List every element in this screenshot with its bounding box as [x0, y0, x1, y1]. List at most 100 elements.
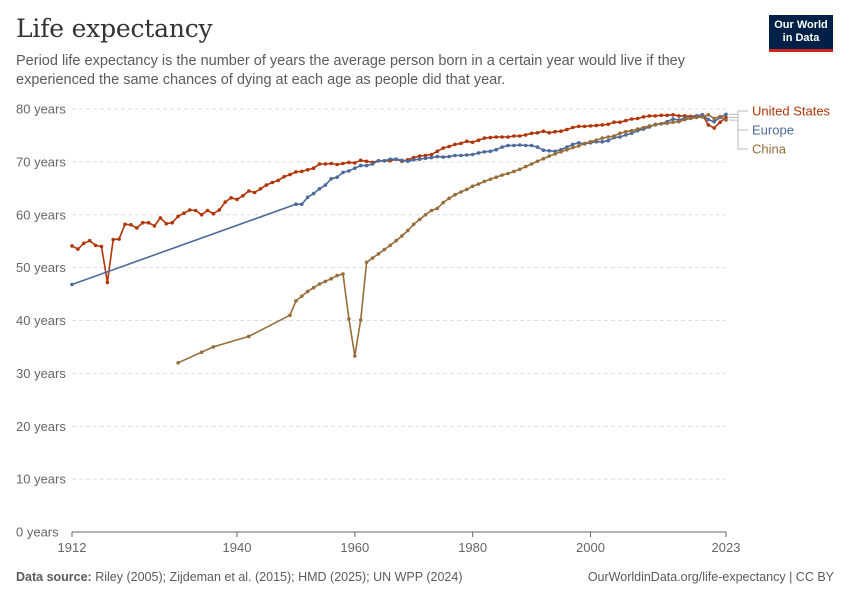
data-point — [99, 244, 104, 249]
data-point — [541, 148, 546, 152]
legend-label: Europe — [752, 123, 794, 138]
data-point — [629, 128, 634, 133]
data-point — [488, 177, 493, 182]
data-point — [417, 217, 422, 222]
data-point — [311, 285, 316, 290]
data-point — [671, 117, 675, 121]
data-point — [506, 171, 510, 176]
data-point — [429, 152, 434, 157]
data-point — [211, 211, 216, 216]
data-point — [641, 125, 646, 130]
data-point — [647, 114, 652, 118]
data-point — [317, 282, 322, 286]
data-point — [294, 170, 298, 174]
data-point — [111, 237, 115, 242]
data-point — [724, 115, 728, 120]
data-point — [541, 129, 546, 133]
data-point — [600, 136, 605, 140]
data-point — [588, 124, 593, 128]
data-point — [441, 155, 446, 159]
data-point — [512, 143, 516, 148]
source-link[interactable]: OurWorldinData.org/life-expectancy | CC … — [587, 570, 834, 584]
data-point — [117, 237, 121, 241]
data-point — [347, 169, 351, 173]
series-line — [71, 114, 727, 284]
data-point — [571, 145, 575, 150]
data-point — [612, 134, 616, 138]
data-point — [241, 193, 245, 198]
data-point — [406, 228, 410, 233]
data-point — [482, 136, 487, 140]
data-point — [500, 135, 504, 139]
data-point — [176, 361, 180, 365]
legend-label: China — [752, 142, 787, 157]
data-point — [382, 159, 387, 163]
data-point — [411, 222, 416, 227]
data-point — [465, 153, 469, 157]
data-point — [182, 211, 186, 215]
owid-logo[interactable]: Our World in Data — [769, 15, 833, 52]
data-point — [518, 143, 522, 147]
data-point — [353, 354, 357, 358]
y-tick-label: 40 years — [16, 313, 66, 328]
data-point — [423, 156, 428, 160]
data-point — [411, 158, 416, 162]
data-point — [506, 143, 510, 148]
data-point — [606, 122, 610, 127]
x-tick-label: 1912 — [58, 540, 87, 555]
data-point — [476, 182, 481, 186]
data-point — [329, 276, 334, 281]
data-point — [547, 149, 551, 153]
data-point — [606, 138, 610, 143]
data-point — [341, 170, 345, 175]
data-source-text: Riley (2005); Zijdeman et al. (2015); HM… — [95, 570, 463, 584]
data-point — [400, 158, 404, 163]
data-point — [188, 208, 192, 212]
data-point — [535, 159, 540, 164]
data-point — [476, 138, 481, 142]
data-point — [417, 154, 422, 158]
data-point — [347, 317, 351, 321]
data-point — [559, 150, 563, 154]
data-point — [677, 119, 681, 124]
data-point — [523, 164, 528, 169]
data-point — [347, 160, 351, 165]
data-point — [594, 123, 599, 128]
data-point — [453, 153, 457, 158]
data-point — [364, 159, 369, 164]
data-point — [447, 196, 451, 201]
data-point — [618, 120, 622, 124]
x-tick-label: 2000 — [576, 540, 605, 555]
data-point — [476, 151, 481, 155]
data-point — [712, 126, 716, 130]
data-point — [653, 123, 658, 127]
data-point — [453, 142, 457, 147]
data-point — [494, 147, 499, 152]
data-point — [205, 208, 210, 213]
data-point — [559, 129, 563, 133]
data-point — [523, 133, 528, 137]
data-point — [523, 143, 528, 148]
data-point — [665, 113, 669, 118]
data-point — [659, 122, 663, 126]
data-point — [500, 145, 504, 149]
data-point — [305, 168, 310, 172]
y-tick-label: 70 years — [16, 154, 66, 169]
y-tick-label: 60 years — [16, 207, 66, 222]
data-point — [300, 294, 304, 299]
data-point — [335, 273, 339, 278]
data-point — [311, 191, 316, 196]
data-point — [435, 149, 440, 154]
data-point — [211, 345, 216, 349]
data-point — [606, 135, 610, 139]
data-point — [247, 334, 251, 339]
data-point — [229, 196, 233, 200]
data-point — [364, 163, 369, 168]
data-point — [358, 158, 363, 163]
data-point — [671, 113, 675, 117]
data-point — [677, 114, 681, 118]
data-point — [624, 129, 628, 134]
data-point — [647, 124, 652, 128]
y-tick-label: 80 years — [16, 102, 66, 117]
data-point — [329, 161, 334, 166]
